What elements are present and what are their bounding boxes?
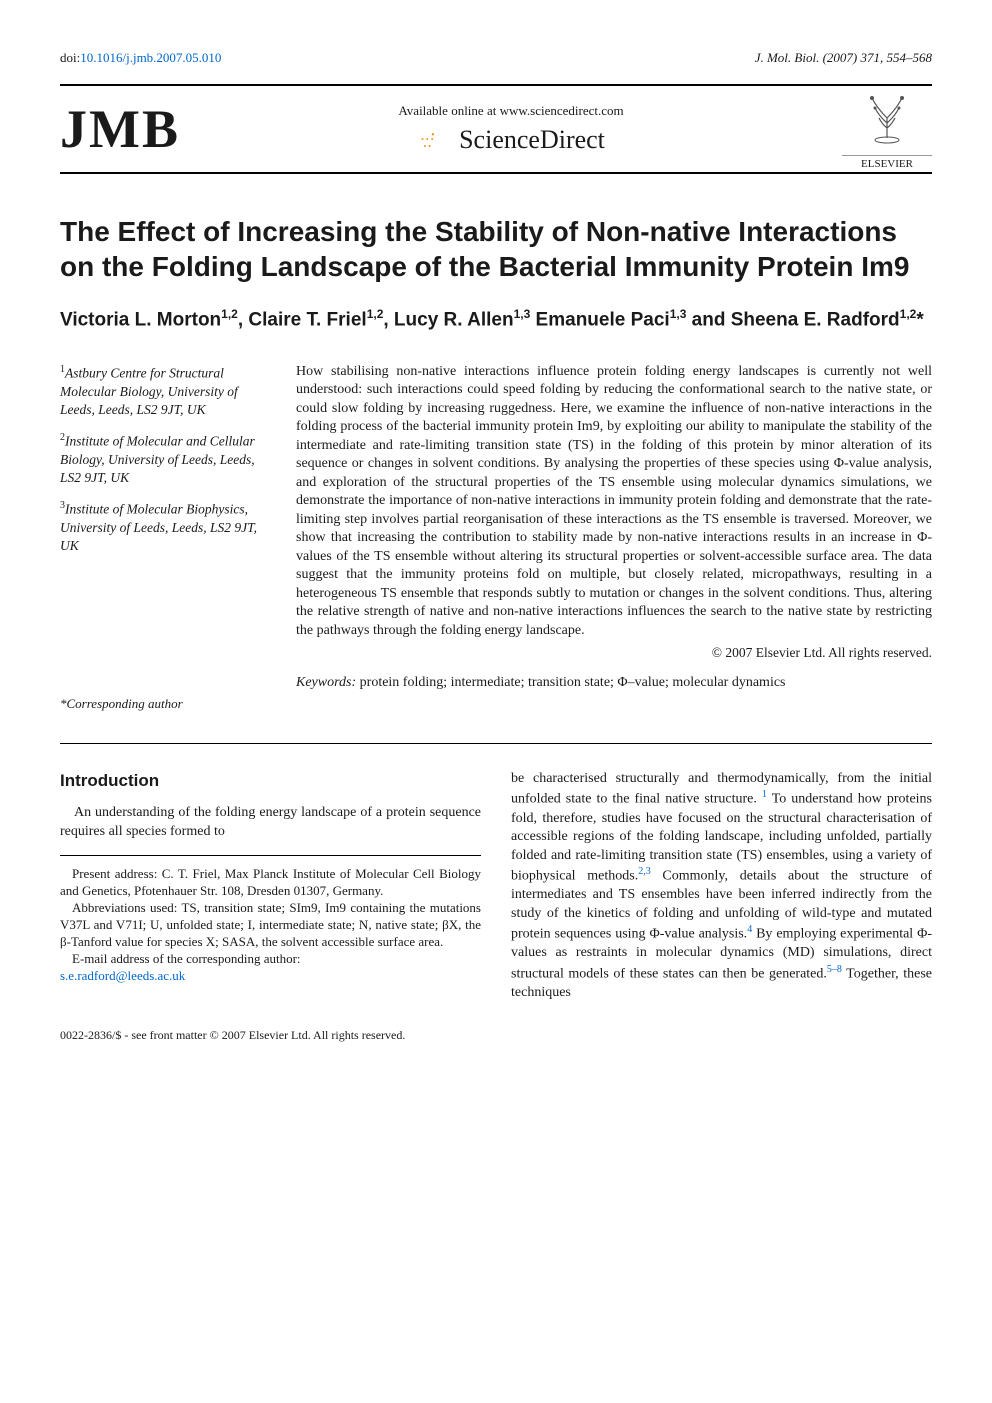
doi-link[interactable]: 10.1016/j.jmb.2007.05.010: [80, 50, 221, 65]
intro-paragraph-left: An understanding of the folding energy l…: [60, 804, 481, 841]
affiliation-2: 2Institute of Molecular and Cellular Bio…: [60, 431, 270, 487]
corresponding-email-link[interactable]: s.e.radford@leeds.ac.uk: [60, 968, 185, 983]
doi-prefix: doi:: [60, 50, 80, 65]
front-matter-line: 0022-2836/$ - see front matter © 2007 El…: [60, 1028, 932, 1043]
footnote-block: Present address: C. T. Friel, Max Planck…: [60, 866, 481, 984]
footnote-email-line: E-mail address of the corresponding auth…: [60, 951, 481, 985]
corresponding-author-note: *Corresponding author: [60, 695, 270, 713]
elsevier-tree-icon: [857, 88, 917, 148]
copyright-line: © 2007 Elsevier Ltd. All rights reserved…: [296, 644, 932, 662]
article-title: The Effect of Increasing the Stability o…: [60, 214, 932, 284]
footnote-email-label: E-mail address of the corresponding auth…: [72, 951, 301, 966]
footnote-divider: [60, 855, 481, 856]
header-band: JMB Available online at www.sciencedirec…: [60, 84, 932, 174]
affiliation-1: 1Astbury Centre for Structural Molecular…: [60, 363, 270, 419]
footnote-abbreviations: Abbreviations used: TS, transition state…: [60, 900, 481, 951]
sciencedirect-dots-icon: [417, 128, 451, 152]
affiliations-column: 1Astbury Centre for Structural Molecular…: [60, 363, 270, 725]
body-columns: Introduction An understanding of the fol…: [60, 770, 932, 1002]
science-direct-block: Available online at www.sciencedirect.co…: [398, 103, 623, 155]
footnote-present-address: Present address: C. T. Friel, Max Planck…: [60, 866, 481, 900]
elsevier-logo-block: ELSEVIER: [842, 88, 932, 170]
available-online-text: Available online at www.sciencedirect.co…: [398, 103, 623, 119]
left-column: Introduction An understanding of the fol…: [60, 770, 481, 1002]
keywords-text: protein folding; intermediate; transitio…: [360, 675, 786, 690]
keywords-label: Keywords:: [296, 675, 356, 690]
elsevier-label: ELSEVIER: [842, 155, 932, 170]
science-direct-logo: ScienceDirect: [398, 125, 623, 155]
intro-paragraph-right: be characterised structurally and thermo…: [511, 770, 932, 1002]
abstract-text: How stabilising non-native interactions …: [296, 363, 932, 640]
authors-line: Victoria L. Morton1,2, Claire T. Friel1,…: [60, 306, 932, 333]
sciencedirect-text: ScienceDirect: [459, 125, 605, 155]
keywords-line: Keywords: protein folding; intermediate;…: [296, 674, 932, 692]
right-column: be characterised structurally and thermo…: [511, 770, 932, 1002]
abstract-column: How stabilising non-native interactions …: [296, 363, 932, 725]
jmb-logo: JMB: [60, 98, 180, 160]
doi: doi:10.1016/j.jmb.2007.05.010: [60, 50, 221, 66]
introduction-heading: Introduction: [60, 770, 481, 792]
affiliation-3: 3Institute of Molecular Biophysics, Univ…: [60, 499, 270, 555]
journal-reference: J. Mol. Biol. (2007) 371, 554–568: [755, 50, 932, 66]
